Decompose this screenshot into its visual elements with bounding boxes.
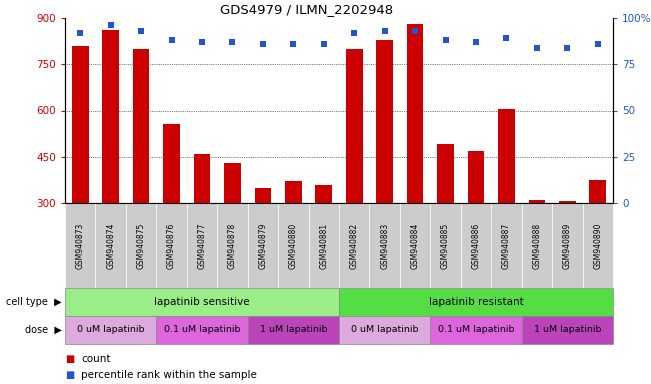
Bar: [339, 288, 613, 316]
Point: [75, 30, 85, 36]
Text: 1 uM lapatinib: 1 uM lapatinib: [260, 326, 327, 334]
Bar: [255, 187, 271, 203]
Bar: [102, 30, 119, 203]
Point: [136, 28, 146, 34]
Bar: [126, 203, 156, 288]
Point: [167, 37, 177, 43]
Text: percentile rank within the sample: percentile rank within the sample: [81, 370, 257, 380]
Bar: [521, 316, 613, 344]
Text: GDS4979 / ILMN_2202948: GDS4979 / ILMN_2202948: [220, 3, 393, 16]
Text: cell type  ▶: cell type ▶: [6, 297, 62, 307]
Bar: [467, 151, 484, 203]
Bar: [247, 203, 278, 288]
Point: [380, 28, 390, 34]
Bar: [492, 203, 521, 288]
Bar: [156, 203, 187, 288]
Text: 0 uM lapatinib: 0 uM lapatinib: [77, 326, 145, 334]
Text: dose  ▶: dose ▶: [25, 325, 62, 335]
Point: [410, 28, 421, 34]
Bar: [163, 124, 180, 203]
Text: GSM940874: GSM940874: [106, 222, 115, 269]
Bar: [278, 203, 309, 288]
Point: [562, 45, 572, 51]
Bar: [247, 316, 339, 344]
Point: [349, 30, 359, 36]
Text: ■: ■: [65, 354, 74, 364]
Point: [288, 41, 299, 47]
Bar: [407, 24, 424, 203]
Text: GSM940883: GSM940883: [380, 222, 389, 269]
Bar: [96, 203, 126, 288]
Text: GSM940882: GSM940882: [350, 222, 359, 268]
Bar: [498, 109, 515, 203]
Text: GSM940889: GSM940889: [563, 222, 572, 269]
Bar: [156, 316, 247, 344]
Point: [501, 35, 512, 41]
Text: GSM940873: GSM940873: [76, 222, 85, 269]
Text: GSM940878: GSM940878: [228, 222, 237, 269]
Bar: [583, 203, 613, 288]
Bar: [187, 203, 217, 288]
Bar: [133, 49, 150, 203]
Point: [440, 37, 450, 43]
Text: lapatinib sensitive: lapatinib sensitive: [154, 297, 250, 307]
Bar: [559, 202, 575, 203]
Text: count: count: [81, 354, 111, 364]
Bar: [65, 288, 339, 316]
Bar: [376, 40, 393, 203]
Bar: [552, 203, 583, 288]
Text: GSM940890: GSM940890: [593, 222, 602, 269]
Point: [318, 41, 329, 47]
Bar: [217, 203, 247, 288]
Text: 0 uM lapatinib: 0 uM lapatinib: [351, 326, 419, 334]
Text: 0.1 uM lapatinib: 0.1 uM lapatinib: [164, 326, 240, 334]
Bar: [72, 46, 89, 203]
Point: [197, 39, 207, 45]
Text: GSM940884: GSM940884: [411, 222, 420, 269]
Bar: [346, 49, 363, 203]
Bar: [529, 200, 546, 203]
Bar: [309, 203, 339, 288]
Bar: [521, 203, 552, 288]
Text: GSM940876: GSM940876: [167, 222, 176, 269]
Bar: [430, 203, 461, 288]
Point: [532, 45, 542, 51]
Bar: [339, 203, 370, 288]
Bar: [193, 154, 210, 203]
Text: GSM940877: GSM940877: [197, 222, 206, 269]
Text: 0.1 uM lapatinib: 0.1 uM lapatinib: [437, 326, 514, 334]
Text: GSM940887: GSM940887: [502, 222, 511, 269]
Text: GSM940880: GSM940880: [289, 222, 298, 269]
Bar: [370, 203, 400, 288]
Bar: [589, 180, 606, 203]
Text: GSM940881: GSM940881: [319, 222, 328, 268]
Point: [258, 41, 268, 47]
Point: [471, 39, 481, 45]
Bar: [400, 203, 430, 288]
Text: GSM940885: GSM940885: [441, 222, 450, 269]
Bar: [315, 184, 332, 203]
Text: GSM940888: GSM940888: [533, 222, 542, 268]
Text: GSM940879: GSM940879: [258, 222, 268, 269]
Bar: [65, 203, 96, 288]
Text: 1 uM lapatinib: 1 uM lapatinib: [534, 326, 601, 334]
Point: [592, 41, 603, 47]
Text: GSM940875: GSM940875: [137, 222, 146, 269]
Bar: [65, 316, 156, 344]
Text: lapatinib resistant: lapatinib resistant: [428, 297, 523, 307]
Bar: [285, 181, 301, 203]
Point: [227, 39, 238, 45]
Bar: [339, 316, 430, 344]
Bar: [437, 144, 454, 203]
Text: ■: ■: [65, 370, 74, 380]
Text: GSM940886: GSM940886: [471, 222, 480, 269]
Bar: [461, 203, 492, 288]
Point: [105, 22, 116, 28]
Bar: [224, 163, 241, 203]
Bar: [430, 316, 521, 344]
